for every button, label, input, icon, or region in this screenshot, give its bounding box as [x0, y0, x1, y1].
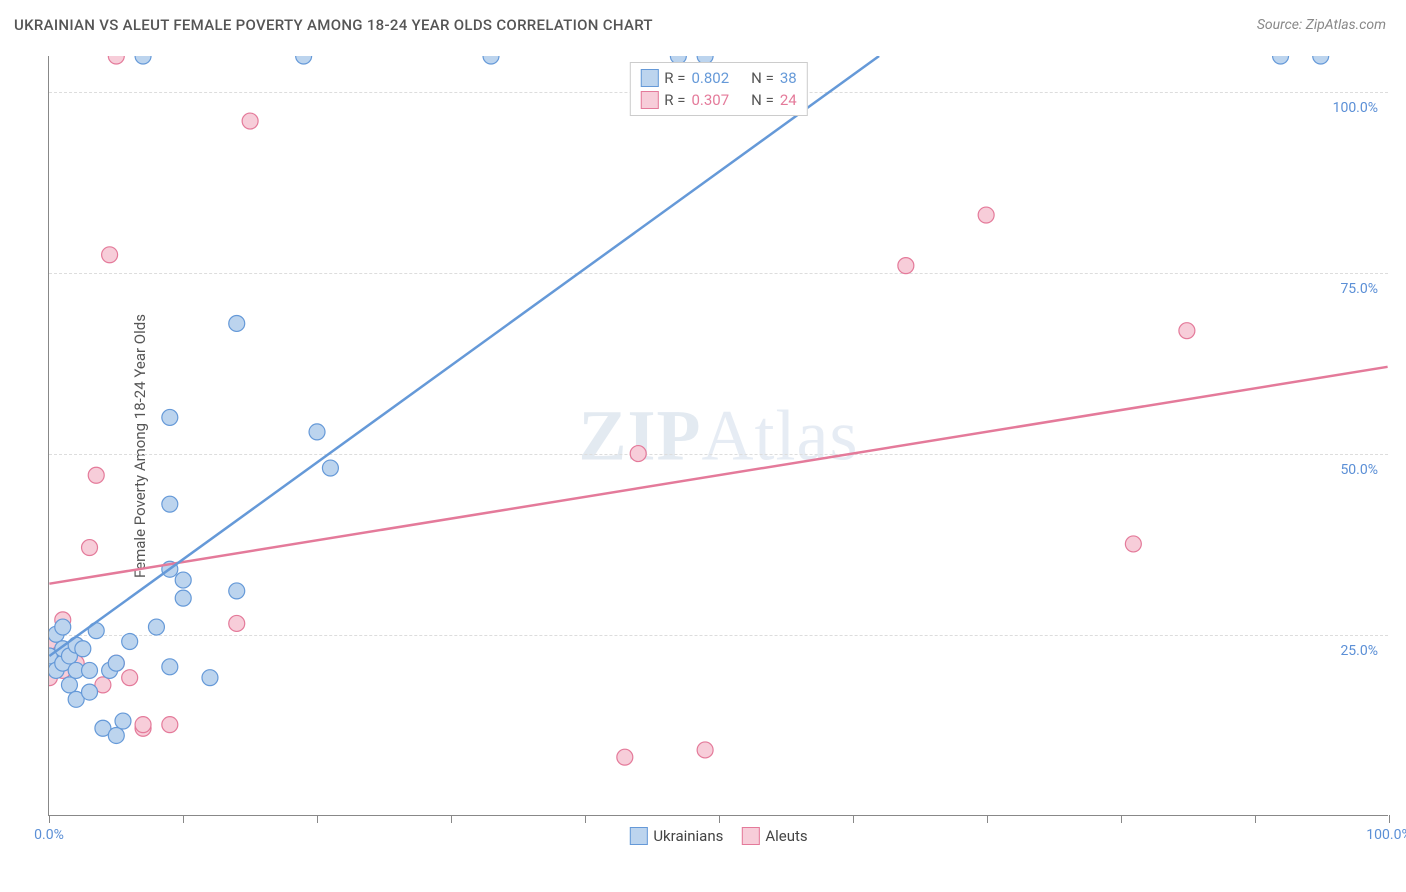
data-point-ukrainians	[296, 56, 312, 64]
r-value-ukrainians: 0.802	[691, 69, 729, 87]
data-point-aleuts	[242, 113, 258, 129]
swatch-ukrainians	[640, 69, 658, 87]
data-point-aleuts	[1179, 323, 1195, 339]
data-point-aleuts	[630, 446, 646, 462]
x-tick-label: 0.0%	[34, 827, 64, 843]
data-point-ukrainians	[162, 659, 178, 675]
data-point-ukrainians	[162, 496, 178, 512]
data-point-aleuts	[978, 207, 994, 223]
data-point-ukrainians	[229, 583, 245, 599]
x-tick	[853, 815, 854, 823]
data-point-ukrainians	[61, 677, 77, 693]
x-tick	[987, 815, 988, 823]
x-tick	[183, 815, 184, 823]
x-tick	[1389, 815, 1390, 823]
data-point-ukrainians	[82, 662, 98, 678]
data-point-ukrainians	[202, 670, 218, 686]
r-label: R =	[664, 69, 685, 87]
swatch-aleuts-icon	[741, 827, 759, 845]
data-point-ukrainians	[55, 619, 71, 635]
x-tick	[451, 815, 452, 823]
data-point-ukrainians	[115, 713, 131, 729]
legend-row-aleuts: R = 0.307 N = 24	[640, 89, 796, 111]
chart-title: UKRAINIAN VS ALEUT FEMALE POVERTY AMONG …	[14, 16, 653, 34]
data-point-aleuts	[88, 467, 104, 483]
data-point-aleuts	[162, 717, 178, 733]
data-point-ukrainians	[322, 460, 338, 476]
n-value-ukrainians: 38	[780, 69, 797, 87]
data-point-ukrainians	[175, 590, 191, 606]
n-label: N =	[751, 91, 774, 109]
data-point-aleuts	[122, 670, 138, 686]
x-tick-label: 100.0%	[1366, 827, 1406, 843]
series-legend: Ukrainians Aleuts	[629, 827, 807, 845]
data-point-ukrainians	[108, 727, 124, 743]
data-point-ukrainians	[82, 684, 98, 700]
swatch-ukrainians-icon	[629, 827, 647, 845]
x-tick	[49, 815, 50, 823]
scatter-chart: ZIPAtlas 0.0%100.0% 25.0%50.0%75.0%100.0…	[48, 56, 1388, 816]
data-point-ukrainians	[148, 619, 164, 635]
trend-line-ukrainians	[49, 56, 879, 656]
source-attribution: Source: ZipAtlas.com	[1257, 17, 1386, 33]
data-point-ukrainians	[162, 409, 178, 425]
data-point-ukrainians	[122, 634, 138, 650]
r-value-aleuts: 0.307	[691, 91, 729, 109]
data-point-ukrainians	[135, 56, 151, 64]
data-point-ukrainians	[108, 655, 124, 671]
trend-line-aleuts	[49, 367, 1387, 584]
n-label: N =	[751, 69, 774, 87]
legend-label-ukrainians: Ukrainians	[653, 827, 723, 845]
x-tick	[719, 815, 720, 823]
data-point-ukrainians	[309, 424, 325, 440]
data-point-aleuts	[102, 247, 118, 263]
legend-item-ukrainians: Ukrainians	[629, 827, 723, 845]
data-point-ukrainians	[483, 56, 499, 64]
legend-label-aleuts: Aleuts	[765, 827, 807, 845]
data-point-ukrainians	[1273, 56, 1289, 64]
x-tick	[585, 815, 586, 823]
x-tick	[1121, 815, 1122, 823]
data-point-aleuts	[82, 540, 98, 556]
data-point-ukrainians	[175, 572, 191, 588]
r-label: R =	[664, 91, 685, 109]
data-point-aleuts	[898, 258, 914, 274]
legend-item-aleuts: Aleuts	[741, 827, 807, 845]
data-point-ukrainians	[1313, 56, 1329, 64]
data-point-aleuts	[108, 56, 124, 64]
data-point-ukrainians	[75, 641, 91, 657]
data-point-aleuts	[135, 717, 151, 733]
data-point-aleuts	[617, 749, 633, 765]
correlation-legend: R = 0.802 N = 38 R = 0.307 N = 24	[629, 62, 807, 116]
n-value-aleuts: 24	[780, 91, 797, 109]
legend-row-ukrainians: R = 0.802 N = 38	[640, 67, 796, 89]
swatch-aleuts	[640, 91, 658, 109]
x-tick	[1255, 815, 1256, 823]
data-point-aleuts	[229, 615, 245, 631]
plot-svg	[49, 56, 1388, 815]
x-tick	[317, 815, 318, 823]
data-point-aleuts	[697, 742, 713, 758]
data-point-ukrainians	[229, 315, 245, 331]
data-point-aleuts	[1125, 536, 1141, 552]
